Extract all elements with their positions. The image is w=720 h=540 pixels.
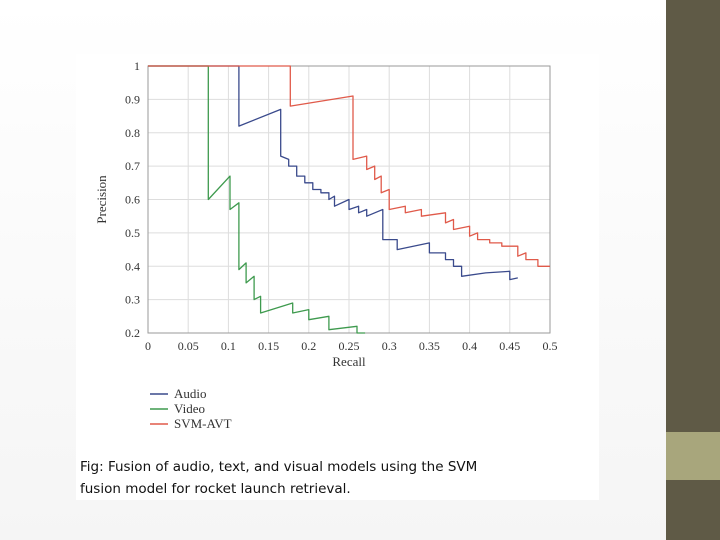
series-line-audio <box>148 65 518 281</box>
series-layer <box>148 65 550 334</box>
x-tick-label: 0.35 <box>419 339 440 353</box>
caption-line-2: fusion model for rocket launch retrieval… <box>80 481 351 497</box>
legend-label: Audio <box>174 386 207 401</box>
x-tick-label: 0.5 <box>543 339 558 353</box>
y-tick-label: 0.6 <box>125 193 140 207</box>
y-tick-labels: 1 0.9 0.8 0.7 0.6 0.5 0.4 0.3 0.2 <box>125 59 140 340</box>
x-tick-labels: 0 0.05 0.1 0.15 0.2 0.25 0.3 0.35 0.4 0.45 0.5 <box>145 339 558 353</box>
sidebar-accent-block <box>666 432 720 480</box>
x-tick-label: 0.2 <box>301 339 316 353</box>
x-tick-label: 0.1 <box>221 339 236 353</box>
figure-panel <box>76 54 599 500</box>
series-line-video <box>148 65 366 334</box>
x-tick-label: 0.3 <box>382 339 397 353</box>
y-axis-title: Precision <box>94 175 109 224</box>
y-tick-label: 0.2 <box>125 326 140 340</box>
y-tick-label: 1 <box>134 59 140 73</box>
caption-line-1: Fig: Fusion of audio, text, and visual m… <box>80 459 478 475</box>
series-line-svm-avt <box>148 65 550 267</box>
y-tick-label: 0.4 <box>125 259 140 273</box>
x-tick-label: 0.4 <box>462 339 477 353</box>
x-tick-label: 0.05 <box>178 339 199 353</box>
legend-label: SVM-AVT <box>174 416 232 431</box>
x-tick-label: 0 <box>145 339 151 353</box>
x-tick-label: 0.15 <box>258 339 279 353</box>
x-axis-title: Recall <box>332 354 366 369</box>
y-tick-label: 0.8 <box>125 126 140 140</box>
y-tick-label: 0.7 <box>125 159 140 173</box>
y-tick-label: 0.9 <box>125 92 140 106</box>
y-tick-label: 0.5 <box>125 226 140 240</box>
figure-caption: Fig: Fusion of audio, text, and visual m… <box>80 456 580 500</box>
plot-frame <box>147 65 551 334</box>
legend-label: Video <box>174 401 205 416</box>
x-tick-label: 0.25 <box>339 339 360 353</box>
y-tick-label: 0.3 <box>125 293 140 307</box>
x-tick-label: 0.45 <box>499 339 520 353</box>
